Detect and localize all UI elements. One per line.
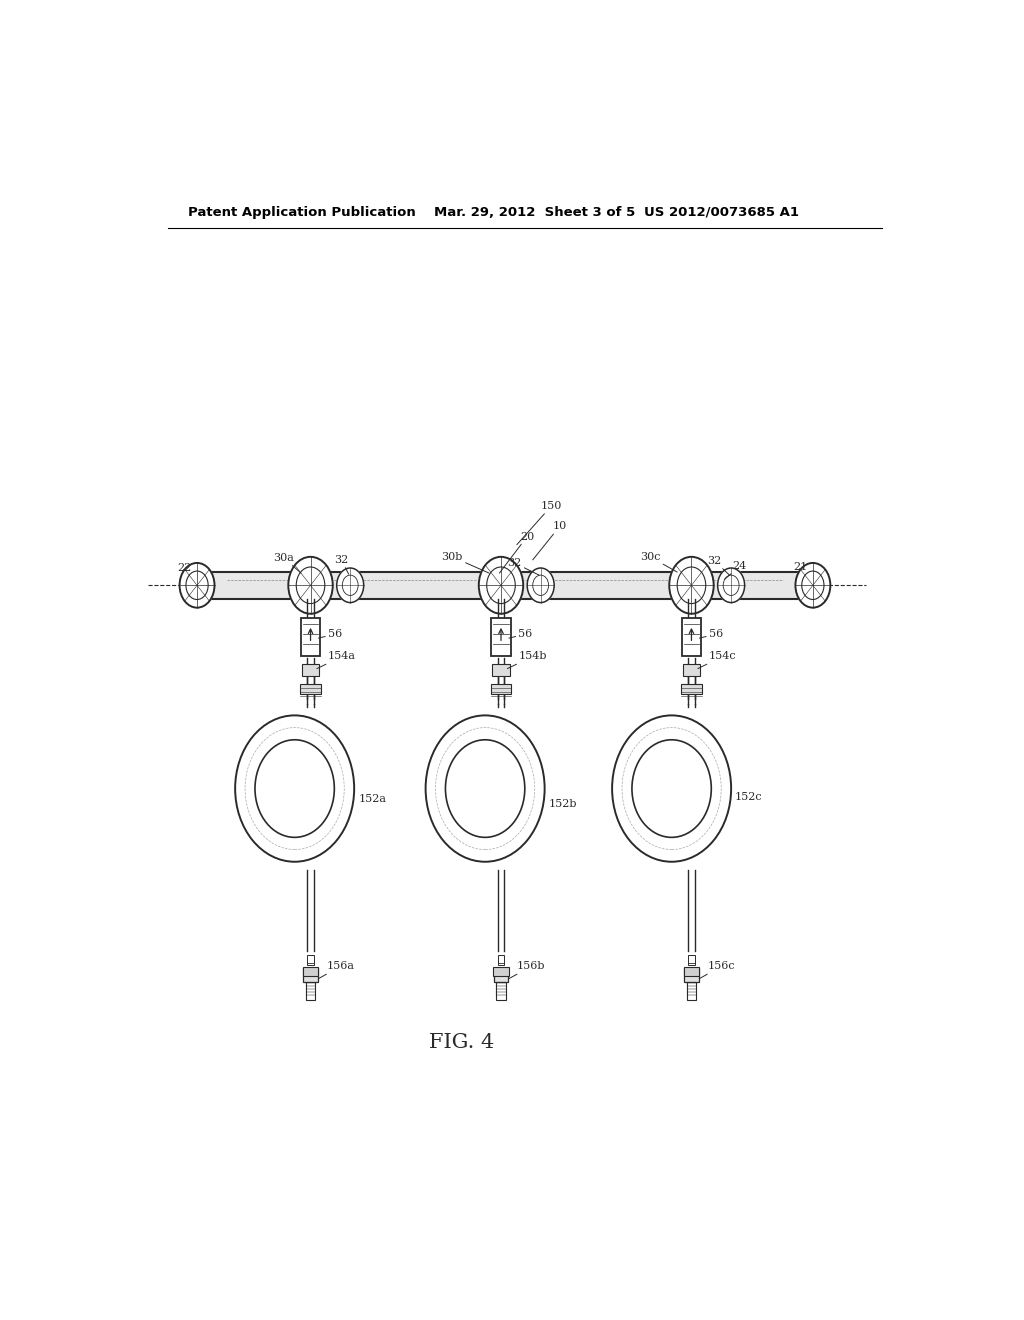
Circle shape xyxy=(718,568,744,602)
Text: 154b: 154b xyxy=(507,652,547,669)
Circle shape xyxy=(670,557,714,614)
Circle shape xyxy=(179,562,214,607)
Bar xyxy=(493,664,510,676)
Text: 156a: 156a xyxy=(318,961,354,978)
Bar xyxy=(498,659,504,704)
Text: 21: 21 xyxy=(793,562,807,572)
Bar xyxy=(683,664,700,676)
Text: FIG. 4: FIG. 4 xyxy=(429,1034,494,1052)
Bar xyxy=(497,982,506,1001)
Text: 32: 32 xyxy=(507,558,539,576)
Bar xyxy=(684,969,698,982)
Text: 56: 56 xyxy=(509,630,532,639)
Ellipse shape xyxy=(445,739,524,837)
Bar xyxy=(301,618,321,656)
Bar xyxy=(490,684,511,694)
Circle shape xyxy=(796,562,830,607)
Ellipse shape xyxy=(255,739,334,837)
Text: 154c: 154c xyxy=(697,652,736,669)
Bar xyxy=(688,598,694,618)
Text: Patent Application Publication: Patent Application Publication xyxy=(187,206,416,219)
Text: 22: 22 xyxy=(177,564,191,573)
Text: 10: 10 xyxy=(532,521,567,560)
Bar xyxy=(307,598,313,618)
Bar xyxy=(492,618,511,656)
Bar xyxy=(498,956,504,965)
Bar xyxy=(682,618,701,656)
Bar xyxy=(681,684,701,694)
Bar xyxy=(498,598,504,618)
Text: 156b: 156b xyxy=(509,961,546,978)
Text: 152c: 152c xyxy=(735,792,763,801)
Bar xyxy=(688,659,694,704)
Text: 30a: 30a xyxy=(273,553,301,573)
Bar xyxy=(302,664,319,676)
Text: 32: 32 xyxy=(334,554,348,574)
Bar xyxy=(688,956,694,965)
Text: 20: 20 xyxy=(500,532,535,573)
Bar xyxy=(303,968,318,975)
Circle shape xyxy=(527,568,554,602)
Text: 24: 24 xyxy=(725,561,746,579)
Circle shape xyxy=(479,557,523,614)
Bar xyxy=(494,968,509,975)
Bar xyxy=(300,684,321,694)
Text: US 2012/0073685 A1: US 2012/0073685 A1 xyxy=(644,206,799,219)
Text: 30c: 30c xyxy=(640,552,677,572)
Bar xyxy=(307,956,313,965)
Text: 156c: 156c xyxy=(699,961,735,978)
Text: 152a: 152a xyxy=(358,793,386,804)
Text: 56: 56 xyxy=(318,630,342,639)
Text: 152b: 152b xyxy=(549,799,578,809)
Bar xyxy=(307,659,313,704)
Bar xyxy=(684,968,699,975)
Text: Mar. 29, 2012  Sheet 3 of 5: Mar. 29, 2012 Sheet 3 of 5 xyxy=(433,206,635,219)
Ellipse shape xyxy=(632,739,712,837)
Bar xyxy=(303,969,317,982)
Bar xyxy=(204,572,807,598)
Bar xyxy=(306,982,315,1001)
Text: 56: 56 xyxy=(699,630,723,639)
Bar xyxy=(494,969,508,982)
Circle shape xyxy=(337,568,364,602)
Bar xyxy=(687,982,696,1001)
Text: 32: 32 xyxy=(708,556,729,576)
Circle shape xyxy=(289,557,333,614)
Text: 154a: 154a xyxy=(316,652,356,669)
Text: 30b: 30b xyxy=(441,552,489,573)
Text: 150: 150 xyxy=(517,502,562,545)
